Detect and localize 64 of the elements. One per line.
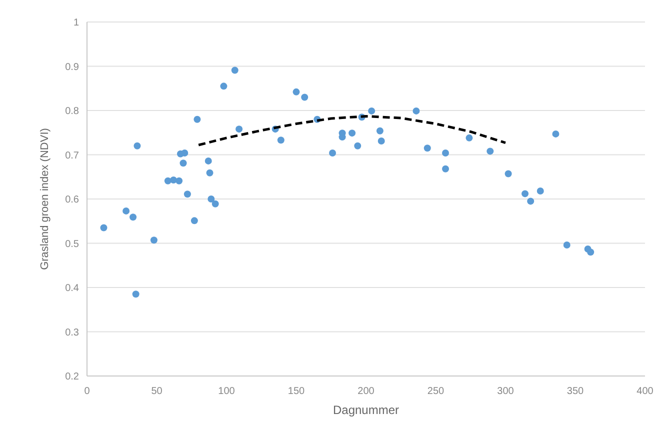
point bbox=[122, 207, 130, 214]
point bbox=[100, 224, 108, 232]
point bbox=[292, 88, 300, 96]
point bbox=[194, 116, 201, 123]
point bbox=[170, 176, 177, 184]
y-tick-label: 0.4 bbox=[65, 283, 80, 294]
point bbox=[208, 196, 215, 202]
point bbox=[348, 130, 356, 137]
y-tick-label: 0.3 bbox=[65, 327, 80, 338]
x-tick-label: 200 bbox=[358, 386, 375, 397]
y-tick-label: 0.9 bbox=[65, 62, 80, 73]
point bbox=[412, 107, 420, 114]
y-tick-label: 0.6 bbox=[65, 194, 80, 206]
point bbox=[231, 66, 238, 74]
point bbox=[424, 144, 431, 152]
point bbox=[486, 148, 494, 155]
x-tick-label: 400 bbox=[636, 386, 654, 397]
y-tick-label: 1 bbox=[73, 18, 80, 28]
point bbox=[236, 126, 243, 133]
x-tick-label: 50 bbox=[151, 386, 163, 397]
point bbox=[212, 200, 219, 208]
y-axis-title: Grasland groen index (NDVI) bbox=[39, 128, 51, 270]
point bbox=[378, 138, 385, 145]
point bbox=[466, 134, 473, 142]
point bbox=[181, 149, 188, 156]
point bbox=[277, 136, 284, 144]
point bbox=[176, 177, 183, 184]
point bbox=[204, 157, 212, 164]
point bbox=[190, 217, 198, 224]
point bbox=[504, 170, 512, 178]
point bbox=[368, 107, 376, 114]
point bbox=[134, 142, 141, 150]
point bbox=[150, 236, 158, 244]
point bbox=[536, 188, 544, 195]
y-tick-label: 0.2 bbox=[65, 372, 80, 382]
point bbox=[220, 82, 228, 90]
point bbox=[354, 142, 362, 150]
point bbox=[442, 149, 450, 156]
x-tick-label: 150 bbox=[288, 386, 306, 397]
point bbox=[527, 198, 534, 205]
x-tick-label: 250 bbox=[427, 386, 445, 397]
x-axis-title: Dagnummer bbox=[332, 403, 400, 417]
point bbox=[206, 169, 214, 176]
point bbox=[180, 160, 187, 167]
point bbox=[132, 290, 140, 298]
y-tick-label: 0.7 bbox=[65, 150, 80, 162]
line-series bbox=[197, 115, 507, 146]
point bbox=[329, 149, 336, 156]
x-tick-label: 0 bbox=[84, 386, 90, 397]
point bbox=[442, 165, 450, 172]
x-tick-label: 300 bbox=[497, 386, 514, 397]
point bbox=[184, 190, 191, 198]
point bbox=[563, 242, 570, 249]
point bbox=[522, 190, 529, 198]
point bbox=[130, 214, 137, 221]
point bbox=[301, 94, 308, 101]
point bbox=[338, 134, 346, 141]
y-tick-label: 0.8 bbox=[65, 106, 80, 117]
point bbox=[552, 130, 560, 138]
point bbox=[376, 127, 384, 134]
x-tick-label: 100 bbox=[218, 386, 236, 397]
y-tick-label: 0.5 bbox=[65, 238, 80, 250]
x-tick-label: 350 bbox=[566, 386, 584, 397]
point bbox=[587, 248, 594, 256]
